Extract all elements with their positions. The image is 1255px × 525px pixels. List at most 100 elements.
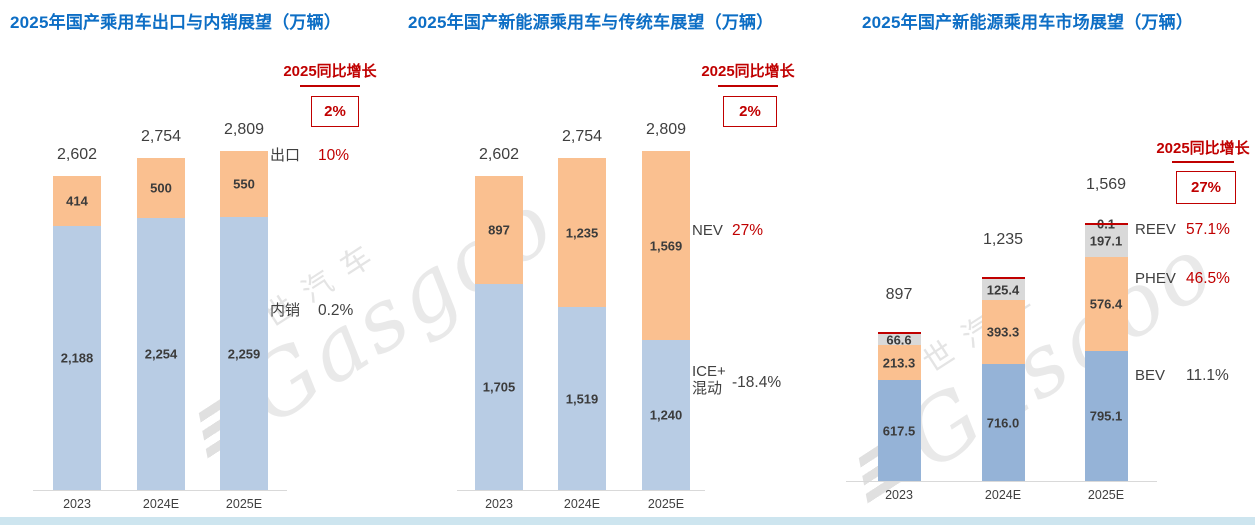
series-annotation-pct: 46.5% [1186, 270, 1230, 287]
bar-total-label: 2,754 [561, 127, 603, 145]
chart2-growth-header: 2025同比增长 [701, 63, 795, 80]
bar-segment-value: 414 [66, 193, 88, 209]
bar-stack: 2,188 414 [53, 176, 101, 490]
series-annotation-label: NEV [692, 222, 723, 239]
bar-segment: 2,188 [53, 226, 101, 490]
bar-segment: 414 [53, 176, 101, 226]
bar-segment: 617.5 [877, 380, 921, 481]
bar-segment: 1,240 [642, 340, 690, 490]
bar-segment-value: 576.4 [1089, 296, 1123, 312]
bar-total-label: 2,602 [478, 145, 520, 163]
bar-segment: 716.0 [981, 364, 1025, 481]
chart1-growth-underline [300, 85, 360, 87]
series-annotation-label: BEV [1135, 367, 1166, 384]
bar-segment: 2,254 [137, 218, 185, 490]
series-annotation-label: ICE+ 混动 [692, 363, 726, 398]
chart3-growth-underline [1172, 161, 1234, 163]
bar-segment-value: 197.1 [1089, 233, 1123, 249]
footer-strip [0, 517, 1255, 525]
bar-stack: 795.1 576.4 197.10.1 [1084, 217, 1128, 481]
series-annotation-label: PHEV [1135, 270, 1176, 287]
bar-topline [877, 332, 921, 334]
series-annotation-pct: 11.1% [1186, 367, 1229, 384]
bar-segment-topline [877, 332, 921, 334]
x-axis-line [457, 490, 705, 491]
bar-segment: 795.1 [1084, 351, 1128, 481]
bar-segment-value: 1,569 [649, 238, 683, 253]
chart2-title: 2025年国产新能源乘用车与传统车展望（万辆） [408, 13, 774, 32]
bar-total-label: 897 [885, 286, 913, 304]
bar-segment: 125.4 [981, 279, 1025, 300]
bar-segment: 897 [475, 176, 523, 284]
bar-segment: 213.3 [877, 345, 921, 380]
x-axis-tick-label: 2024E [142, 497, 180, 511]
bar-segment: 576.4 [1084, 257, 1128, 351]
bar-segment: 1,235 [558, 158, 606, 307]
bar-segment-value: 550 [233, 176, 255, 192]
bar-segment: 550 [220, 151, 268, 217]
bar-segment-value: 500 [150, 180, 172, 196]
bar-segment-value: 795.1 [1089, 408, 1123, 424]
bar-segment: 66.6 [877, 332, 921, 347]
bar-stack: 1,240 1,569 [642, 151, 690, 490]
watermark-en-text: Gasgoo [888, 216, 1234, 490]
bar-segment: 1,705 [475, 284, 523, 490]
bar-segment-value: 1,519 [565, 391, 599, 406]
bar-segment-value: 213.3 [882, 355, 916, 370]
bar-stack: 716.0 393.3 125.4 [981, 277, 1025, 481]
bar-segment-value: 897 [488, 222, 510, 238]
series-annotation-label: 出口 [270, 147, 301, 164]
bar-segment-value: 716.0 [986, 415, 1020, 430]
bar-segment-topline [981, 277, 1025, 279]
chart2-growth-underline [718, 85, 778, 87]
chart3-growth-header: 2025同比增长 [1156, 140, 1250, 157]
bar-segment-value: 617.5 [882, 423, 916, 438]
chart1-growth-box: 2% [311, 96, 359, 127]
x-axis-line [33, 490, 287, 491]
bar-total-label: 1,235 [982, 230, 1024, 248]
series-annotation-pct: 27% [732, 222, 764, 239]
bar-segment-topline: 0.1 [1084, 217, 1128, 232]
series-annotation-pct: -18.4% [732, 374, 782, 391]
bar-segment-value: 125.4 [986, 282, 1020, 297]
bar-stack: 2,254 500 [137, 158, 185, 490]
bar-segment-value: 1,240 [649, 407, 683, 423]
bar-total-label: 2,754 [140, 127, 182, 145]
bar-stack: 2,259 550 [220, 151, 268, 490]
bar-segment: 393.3 [981, 300, 1025, 364]
x-axis-tick-label: 2025E [1087, 488, 1125, 502]
series-annotation-label: 内销 [270, 302, 301, 319]
chart1-title: 2025年国产乘用车出口与内销展望（万辆） [10, 13, 342, 32]
bar-segment-value: 1,235 [565, 225, 599, 240]
bar-total-label: 2,602 [56, 145, 98, 163]
bar-topline [1084, 223, 1128, 225]
bar-segment: 2,259 [220, 217, 268, 490]
x-axis-tick-label: 2023 [885, 488, 913, 502]
series-annotation-label: REEV [1135, 221, 1176, 238]
bar-segment: 1,519 [558, 307, 606, 490]
x-axis-tick-label: 2024E [563, 497, 601, 511]
x-axis-tick-label: 2024E [984, 488, 1022, 502]
bar-stack: 1,519 1,235 [558, 158, 606, 490]
x-axis-tick-label: 2023 [63, 497, 91, 511]
x-axis-tick-label: 2025E [647, 497, 685, 511]
series-annotation-pct: 0.2% [318, 302, 354, 319]
bar-segment: 500 [137, 158, 185, 218]
chart3-title: 2025年国产新能源乘用车市场展望（万辆） [862, 13, 1194, 32]
bar-stack: 1,705 897 [475, 176, 523, 490]
bar-segment-value: 1,705 [482, 379, 516, 395]
bar-topline [981, 277, 1025, 279]
x-axis-line [846, 481, 1157, 482]
bar-total-label: 2,809 [223, 120, 265, 138]
x-axis-tick-label: 2023 [485, 497, 513, 511]
bar-total-label: 1,569 [1085, 176, 1127, 193]
bar-segment: 197.1 [1084, 225, 1128, 257]
x-axis-tick-label: 2025E [225, 497, 263, 511]
chart3-growth-box: 27% [1176, 171, 1236, 204]
bar-segment: 1,569 [642, 151, 690, 340]
series-annotation-pct: 10% [318, 147, 350, 164]
bar-segment-value: 66.6 [886, 332, 912, 347]
bar-stack: 617.5 213.3 66.6 [877, 332, 921, 481]
bar-segment-value: 393.3 [986, 324, 1020, 340]
